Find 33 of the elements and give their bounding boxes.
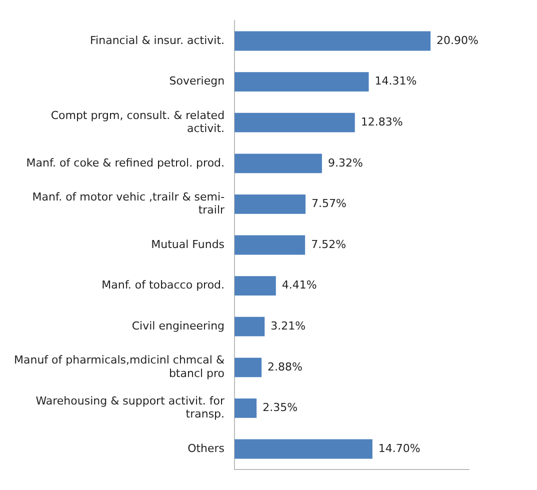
- y-tick-label: Warehousing & support activit. for transp.: [36, 394, 226, 421]
- data-label: 14.70%: [378, 442, 420, 455]
- bar: [234, 194, 306, 214]
- y-tick-label: Manuf of pharmicals,mdicinl chmcal & btancl pro: [14, 354, 225, 380]
- data-label: 3.21%: [270, 319, 306, 332]
- data-label: 9.32%: [328, 156, 363, 170]
- y-tick-label: Financial & insur. activit.: [90, 34, 225, 47]
- data-label: 2.35%: [262, 401, 298, 414]
- y-tick-label: Manf. of motor vehic ,trailr & semi-trailr: [32, 190, 226, 217]
- bar: [234, 398, 257, 418]
- data-label: 4.41%: [282, 278, 317, 292]
- bar: [234, 439, 372, 459]
- bar: [234, 316, 265, 336]
- bar: [234, 235, 306, 255]
- y-tick-label: Others: [188, 442, 225, 455]
- data-label: 14.31%: [374, 74, 417, 88]
- data-label: 2.88%: [268, 360, 303, 374]
- bar: [234, 72, 369, 92]
- y-tick-label: Civil engineering: [132, 319, 225, 332]
- data-label: 7.52%: [311, 238, 346, 251]
- data-label: 12.83%: [360, 115, 403, 128]
- bar: [234, 154, 322, 174]
- bar: [234, 31, 431, 51]
- y-tick-label: Manf. of tobacco prod.: [102, 278, 225, 292]
- y-tick-label: Compt prgm, consult. & related activit.: [50, 108, 225, 136]
- bar: [234, 276, 276, 296]
- data-label: 7.57%: [312, 197, 346, 210]
- bar: [234, 358, 262, 378]
- y-tick-label: Soveriegn: [169, 74, 225, 88]
- data-label: 20.90%: [436, 34, 479, 47]
- y-tick-label: Mutual Funds: [151, 238, 225, 251]
- bar: [234, 112, 355, 132]
- y-tick-label: Manf. of coke & refined petrol. prod.: [26, 156, 225, 170]
